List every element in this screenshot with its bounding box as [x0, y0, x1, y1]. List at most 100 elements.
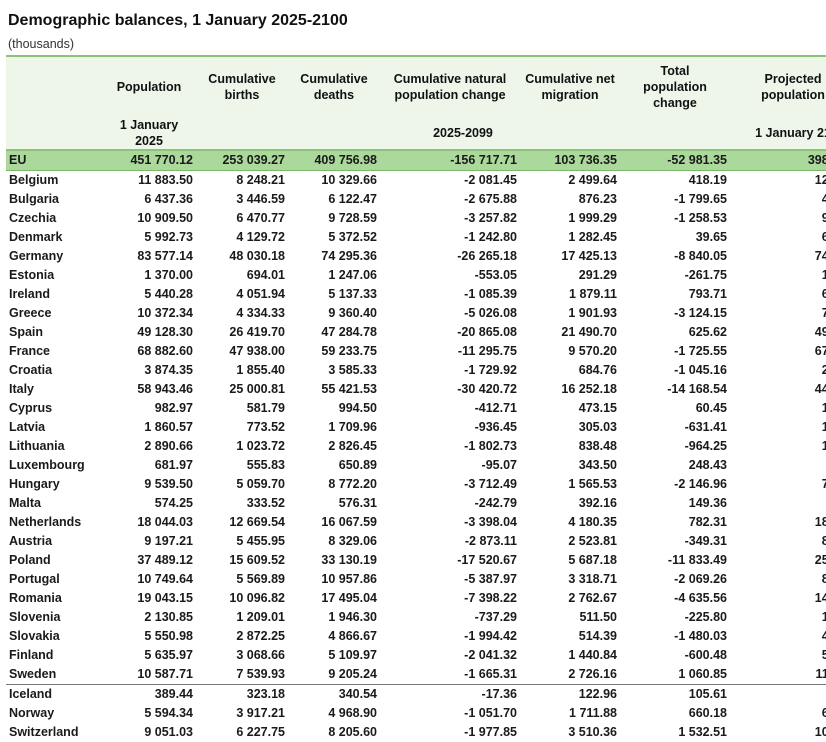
cell: 398 788 [730, 150, 826, 171]
table-row: Germany 83 577.14 48 030.18 74 295.36 -26 26… [6, 247, 826, 266]
cell: -2 081.45 [464, 173, 517, 187]
cell: 4 968.90 [328, 706, 377, 720]
table-row: Czechia 10 909.50 6 470.77 9 728.59 -3 257.8… [6, 209, 826, 228]
row-label: Norway [9, 706, 55, 720]
cell: -30 420.72 [457, 382, 517, 396]
row-label: Estonia [9, 268, 55, 282]
cell: 6 227.75 [236, 725, 285, 739]
cell: 1 209.01 [236, 610, 285, 624]
column-header: Cumulative natural population change [393, 72, 507, 102]
cell: 982.97 [154, 401, 193, 415]
table-row: Slovakia 5 550.98 2 872.25 4 866.67 -1 994.4… [6, 627, 826, 646]
cell: -242.79 [474, 496, 517, 510]
cell: 660.18 [688, 706, 727, 720]
column-header: Total population change [643, 64, 707, 110]
cell: -3 124.15 [674, 306, 727, 320]
cell: -11 833.49 [667, 553, 727, 567]
subheader: 1 January 2025 [119, 118, 179, 148]
cell: 16 067.59 [321, 515, 377, 529]
cell: -2 675.88 [464, 192, 517, 206]
cell: 930 [730, 456, 826, 475]
row-label: Malta [9, 496, 41, 510]
cell: 60.45 [695, 401, 727, 415]
cell: 576.31 [338, 496, 377, 510]
table-row: Malta 574.25 333.52 576.31 -242.79 392.16 149.… [6, 494, 826, 513]
cell: 6 233 [821, 287, 826, 301]
cell: 122.96 [520, 684, 620, 704]
table-row: Estonia 1 370.00 694.01 1 247.06 -553.05 291.… [6, 266, 826, 285]
cell: 409 756.98 [288, 150, 380, 171]
cell: -553.05 [474, 268, 517, 282]
cell: 10 909.50 [137, 211, 193, 225]
cell: 1 860.57 [144, 420, 193, 434]
cell: 7 248 [821, 306, 826, 320]
cell: -1 085.39 [464, 287, 517, 301]
table-row: Hungary 9 539.50 5 059.70 8 772.20 -3 712.49… [6, 475, 826, 494]
table-row: Bulgaria 6 437.36 3 446.59 6 122.47 -2 675.8… [6, 190, 826, 209]
cell: 1 108 [821, 268, 826, 282]
row-label: Italy [9, 382, 35, 396]
cell: -936.45 [474, 420, 517, 434]
cell: 574.25 [154, 496, 193, 510]
cell: -2 146.96 [674, 477, 727, 491]
cell: 5 440.28 [144, 287, 193, 301]
subheader: 2025-2099 [433, 126, 493, 140]
cell: 1 370.00 [144, 268, 193, 282]
cell: -2 041.32 [464, 648, 517, 662]
cell: -17 520.67 [457, 553, 517, 567]
row-label: Slovakia [9, 629, 60, 643]
cell: 473.15 [578, 401, 617, 415]
cell: 10 372.34 [137, 306, 193, 320]
table-row: EU 451 770.12 253 039.27 409 756.98 -156 717… [6, 150, 826, 171]
cell: 105.61 [620, 684, 730, 704]
cell: 74 295.36 [321, 249, 377, 263]
cell: 19 043.15 [137, 591, 193, 605]
cell: 10 329.66 [321, 173, 377, 187]
cell: 3 446.59 [236, 192, 285, 206]
cell: 1 565.53 [568, 477, 617, 491]
cell: 25 000.81 [229, 382, 285, 396]
table-wrap: Population Cumulative births Cumulative de… [6, 55, 826, 742]
cell: 3 917.21 [236, 706, 285, 720]
cell: 11 883.50 [138, 173, 193, 187]
cell: 291.29 [578, 268, 617, 282]
row-label: EU [6, 150, 102, 171]
cell: -349.31 [684, 534, 727, 548]
subtitle: (thousands) [8, 37, 75, 51]
cell: 9 570.20 [568, 344, 617, 358]
cell: 26 419.70 [229, 325, 285, 339]
cell: 8 680 [821, 572, 826, 586]
cell: 1 440.84 [568, 648, 617, 662]
row-label: France [9, 344, 50, 358]
cell: 4 866.67 [328, 629, 377, 643]
row-label: Germany [9, 249, 64, 263]
cell: 555.83 [246, 458, 285, 472]
table-row: Belgium 11 883.50 8 248.21 10 329.66 -2 081.… [6, 171, 826, 191]
cell: 9 051.03 [144, 725, 193, 739]
cell: -1 480.03 [674, 629, 727, 643]
column-header: Projected population [761, 72, 825, 102]
row-label: Latvia [9, 420, 46, 434]
row-label: Slovenia [9, 610, 61, 624]
cell: -3 398.04 [464, 515, 517, 529]
cell: 7 539.93 [236, 667, 285, 681]
cell: 59 233.75 [321, 344, 377, 358]
row-label: Netherlands [9, 515, 82, 529]
cell: -5 387.97 [464, 572, 517, 586]
column-header: Cumulative births [208, 72, 276, 102]
table-row: Norway 5 594.34 3 917.21 4 968.90 -1 051.70 1… [6, 704, 826, 723]
cell: 3 318.71 [568, 572, 617, 586]
table-row: Finland 5 635.97 3 068.66 5 109.97 -2 041.32… [6, 646, 826, 665]
cell: 1 999.29 [568, 211, 617, 225]
cell: 9 205.24 [328, 667, 377, 681]
column-header-cell: Total population change [620, 55, 730, 117]
cell: 47 284.78 [321, 325, 377, 339]
cell: 511.50 [579, 610, 617, 624]
cell: -156 717.71 [380, 150, 520, 171]
cell: 8 248.21 [236, 173, 285, 187]
cell: 33 130.19 [321, 553, 377, 567]
cell: 389.44 [102, 684, 196, 704]
cell: 9 539.50 [144, 477, 193, 491]
table-row: Italy 58 943.46 25 000.81 55 421.53 -30 420.… [6, 380, 826, 399]
